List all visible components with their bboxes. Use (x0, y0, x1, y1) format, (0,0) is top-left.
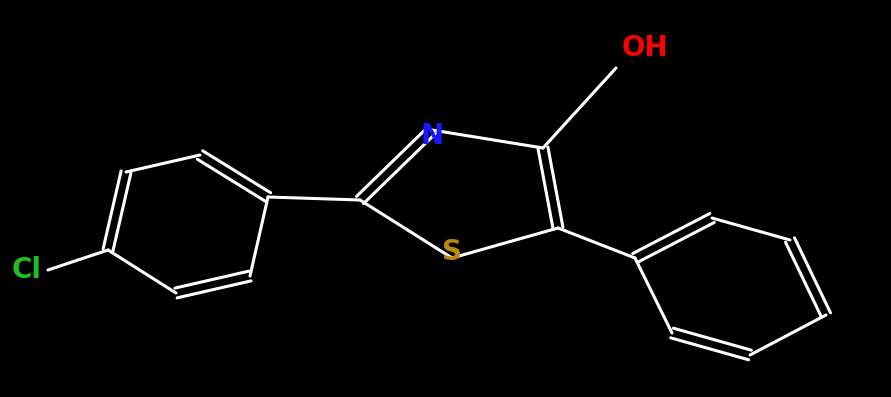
Text: OH: OH (622, 34, 668, 62)
Text: S: S (442, 238, 462, 266)
Text: Cl: Cl (12, 256, 42, 284)
Text: N: N (421, 122, 444, 150)
